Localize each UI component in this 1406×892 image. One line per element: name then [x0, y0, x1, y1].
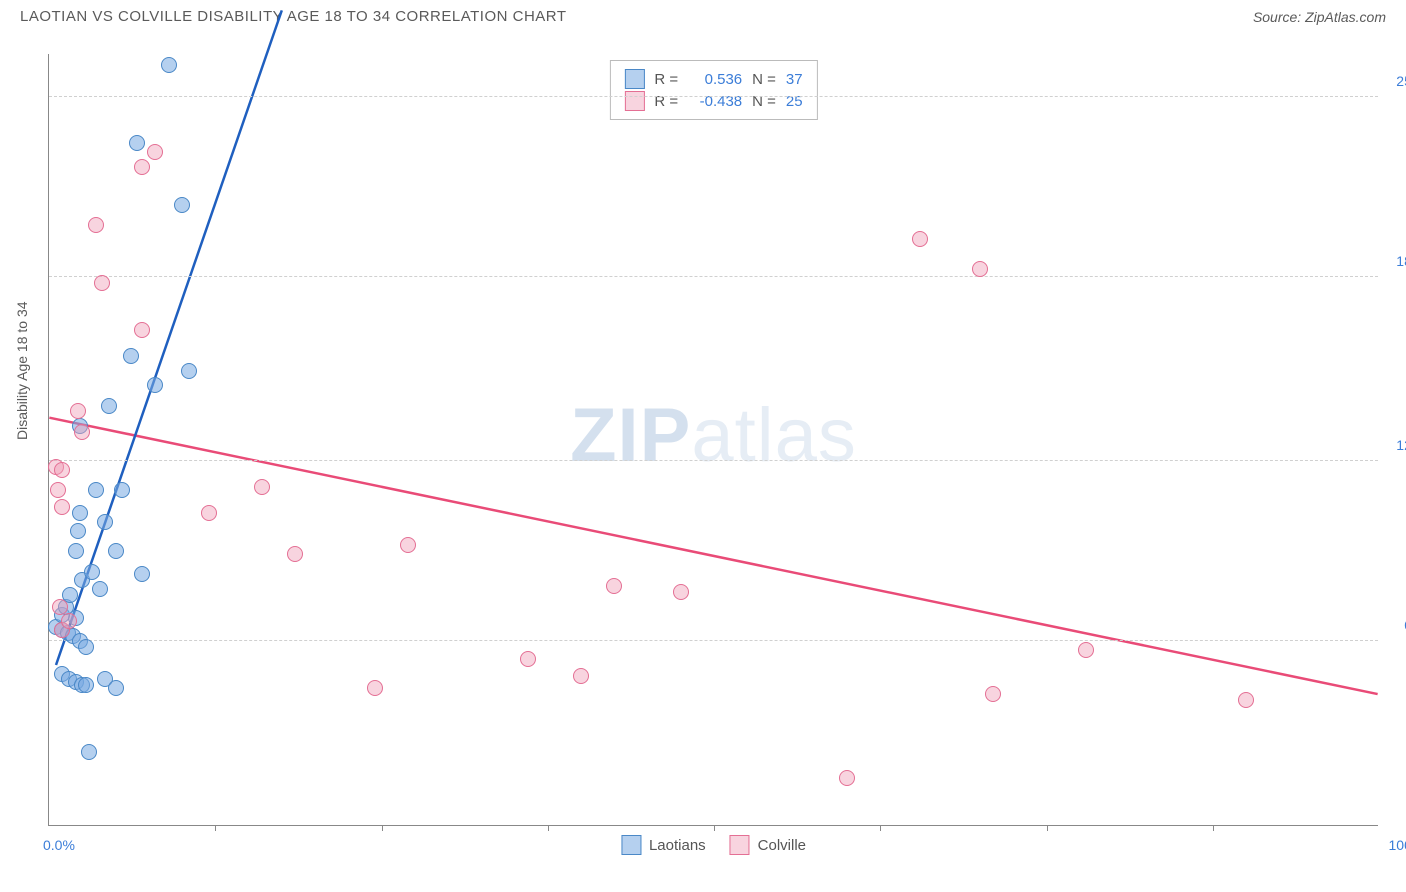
scatter-point-laotians — [101, 398, 117, 414]
y-tick-label: 25.0% — [1396, 73, 1406, 89]
legend-row-laotians: R = 0.536 N = 37 — [624, 69, 802, 89]
legend-item-colville: Colville — [730, 835, 806, 855]
y-axis-label: Disability Age 18 to 34 — [14, 301, 30, 440]
gridline — [49, 276, 1378, 277]
scatter-point-laotians — [92, 581, 108, 597]
scatter-point-laotians — [108, 543, 124, 559]
legend-row-colville: R = -0.438 N = 25 — [624, 91, 802, 111]
scatter-point-laotians — [129, 135, 145, 151]
swatch-blue-icon — [624, 69, 644, 89]
scatter-point-colville — [254, 479, 270, 495]
scatter-point-colville — [54, 499, 70, 515]
scatter-point-laotians — [123, 348, 139, 364]
scatter-point-laotians — [147, 377, 163, 393]
gridline — [49, 460, 1378, 461]
y-tick-label: 18.8% — [1396, 253, 1406, 269]
scatter-point-colville — [134, 322, 150, 338]
x-tick — [1047, 825, 1048, 831]
scatter-point-colville — [1238, 692, 1254, 708]
scatter-point-colville — [367, 680, 383, 696]
correlation-legend: R = 0.536 N = 37 R = -0.438 N = 25 — [609, 60, 817, 120]
scatter-point-colville — [606, 578, 622, 594]
scatter-point-laotians — [70, 523, 86, 539]
legend-item-laotians: Laotians — [621, 835, 706, 855]
scatter-point-colville — [573, 668, 589, 684]
scatter-point-colville — [94, 275, 110, 291]
trendlines-layer — [49, 54, 1378, 825]
scatter-point-colville — [972, 261, 988, 277]
scatter-point-colville — [201, 505, 217, 521]
scatter-point-laotians — [97, 514, 113, 530]
swatch-pink-icon — [730, 835, 750, 855]
scatter-point-colville — [912, 231, 928, 247]
scatter-point-laotians — [114, 482, 130, 498]
swatch-blue-icon — [621, 835, 641, 855]
scatter-point-colville — [839, 770, 855, 786]
scatter-point-laotians — [181, 363, 197, 379]
r-label: R = — [654, 71, 678, 88]
x-tick — [714, 825, 715, 831]
scatter-point-colville — [287, 546, 303, 562]
scatter-point-laotians — [174, 197, 190, 213]
scatter-point-colville — [88, 217, 104, 233]
n-value-laotians: 37 — [786, 71, 803, 88]
scatter-point-laotians — [108, 680, 124, 696]
series-label-laotians: Laotians — [649, 837, 706, 854]
scatter-point-laotians — [68, 543, 84, 559]
scatter-point-laotians — [81, 744, 97, 760]
scatter-point-colville — [520, 651, 536, 667]
scatter-point-laotians — [78, 677, 94, 693]
scatter-point-colville — [147, 144, 163, 160]
scatter-point-colville — [61, 613, 77, 629]
r-value-laotians: 0.536 — [688, 71, 742, 88]
scatter-point-colville — [70, 403, 86, 419]
scatter-point-colville — [985, 686, 1001, 702]
scatter-point-laotians — [88, 482, 104, 498]
series-legend: Laotians Colville — [621, 835, 806, 855]
chart-source: Source: ZipAtlas.com — [1253, 9, 1386, 25]
series-label-colville: Colville — [758, 837, 806, 854]
n-label: N = — [752, 71, 776, 88]
scatter-point-laotians — [134, 566, 150, 582]
scatter-point-laotians — [72, 505, 88, 521]
scatter-point-laotians — [78, 639, 94, 655]
scatter-point-colville — [74, 424, 90, 440]
x-tick — [548, 825, 549, 831]
scatter-point-laotians — [84, 564, 100, 580]
x-tick — [880, 825, 881, 831]
x-tick — [382, 825, 383, 831]
scatter-point-colville — [54, 462, 70, 478]
gridline — [49, 96, 1378, 97]
scatter-point-colville — [134, 159, 150, 175]
x-axis-max-label: 100.0% — [1389, 837, 1406, 853]
y-tick-label: 12.5% — [1396, 437, 1406, 453]
x-axis-min-label: 0.0% — [43, 837, 75, 853]
x-tick — [215, 825, 216, 831]
scatter-point-colville — [400, 537, 416, 553]
gridline — [49, 640, 1378, 641]
x-tick — [1213, 825, 1214, 831]
chart-plot-area: ZIPatlas R = 0.536 N = 37 R = -0.438 N =… — [48, 54, 1378, 826]
scatter-point-laotians — [161, 57, 177, 73]
scatter-point-colville — [52, 599, 68, 615]
swatch-pink-icon — [624, 91, 644, 111]
scatter-point-colville — [1078, 642, 1094, 658]
scatter-point-colville — [50, 482, 66, 498]
scatter-point-colville — [673, 584, 689, 600]
chart-title: LAOTIAN VS COLVILLE DISABILITY AGE 18 TO… — [20, 8, 567, 25]
